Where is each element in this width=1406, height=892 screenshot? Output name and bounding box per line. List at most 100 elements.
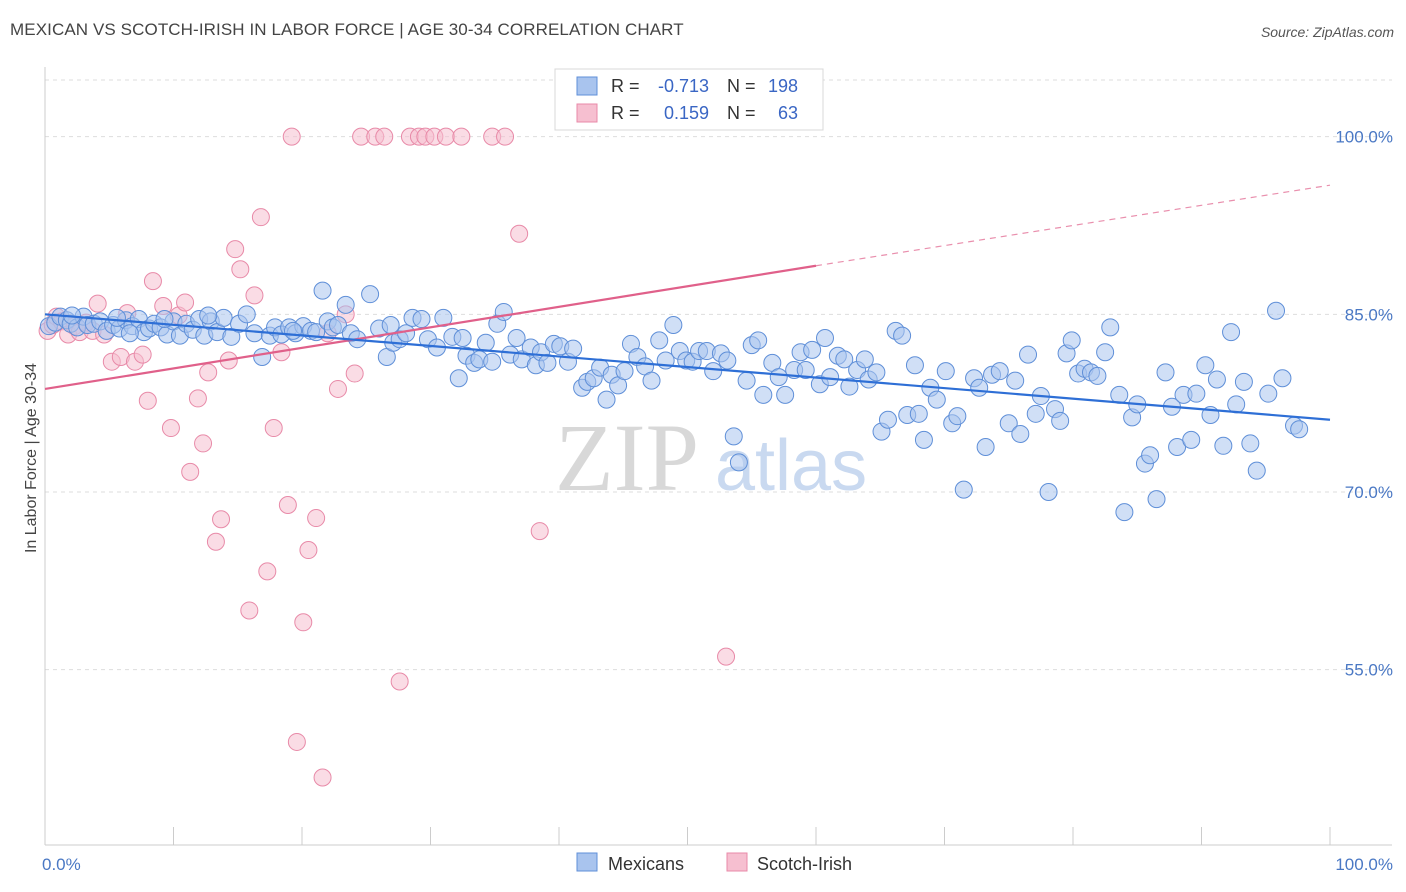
mexican-point [990,362,1009,381]
scotch-irish-point [307,509,326,528]
x-tick-label-max: 100.0% [1335,855,1393,874]
scotch-irish-point [143,272,162,291]
mexican-point [840,377,859,396]
mexican-point [914,430,933,449]
mexican-point [1290,420,1309,439]
mexican-point [1187,384,1206,403]
legend-r-value-1: -0.713 [658,76,709,96]
mexican-point [328,315,347,334]
scotch-irish-point [452,127,471,146]
mexican-point [724,427,743,446]
scotch-irish-point [133,345,152,364]
scotch-irish-point [278,496,297,515]
scotch-irish-point [226,240,245,259]
scotch-irish-point [496,127,515,146]
scotch-irish-point [313,768,332,787]
mexican-point [878,410,897,429]
y-tick-label: 85.0% [1345,305,1393,324]
y-tick-label: 100.0% [1335,128,1393,147]
scotch-irish-point [258,562,277,581]
mexican-point [718,351,737,370]
mexican-point [936,362,955,381]
mexican-point [776,385,795,404]
mexican-point [737,371,756,390]
series-legend: Mexicans Scotch-Irish [576,852,852,874]
mexican-point [905,356,924,375]
mexican-point [729,453,748,472]
scotch-irish-point [299,541,318,560]
bottom-legend-mexicans: Mexicans [608,854,684,874]
mexican-point [1006,371,1025,390]
legend-n-label-2: N = [727,103,756,123]
mexican-point [821,368,840,387]
mexican-point [1101,318,1120,337]
mexican-point [1115,503,1134,522]
mexican-point [1214,436,1233,455]
scotch-irish-point [530,522,549,541]
legend-n-value-1: 198 [768,76,798,96]
mexican-point [642,371,661,390]
mexican-point [1267,301,1286,320]
scotch-irish-point [231,260,250,279]
scotch-irish-point [510,224,529,243]
mexican-point [1026,404,1045,423]
mexican-point [867,363,886,382]
mexican-point [107,308,126,327]
mexican-point [597,390,616,409]
mexicans-points [39,281,1309,522]
mexican-point [361,285,380,304]
legend-swatch-mexicans [576,76,598,96]
mexican-point [1227,395,1246,414]
mexican-point [1196,356,1215,375]
legend-r-value-2: 0.159 [664,103,709,123]
stats-legend: R = -0.713 N = 198 R = 0.159 N = 63 [554,68,824,131]
mexican-point [199,306,218,325]
mexican-point [999,414,1018,433]
mexican-point [803,340,822,359]
mexican-point [412,310,431,329]
mexican-point [615,362,634,381]
mexican-point [909,404,928,423]
scotch-irish-point [212,510,231,529]
mexican-point [769,368,788,387]
mexican-point [214,308,233,327]
legend-swatch-scotch-irish [576,103,598,123]
mexicans-trend-line [44,313,1331,421]
legend-r-label-2: R = [611,103,640,123]
scotch-irish-point [436,127,455,146]
scotch-irish-point [245,286,264,305]
scotch-irish-point [294,613,313,632]
mexican-point [835,350,854,369]
watermark: ZIP atlas [555,404,867,511]
mexican-point [1019,345,1038,364]
mexican-point [1247,461,1266,480]
scotch-irish-point [390,672,409,691]
scotch-irish-point [264,419,283,438]
mexican-point [1088,366,1107,385]
mexican-point [237,305,256,324]
mexican-point [954,480,973,499]
mexican-point [815,329,834,348]
y-tick-label: 70.0% [1345,483,1393,502]
scotch-irish-point [375,127,394,146]
mexican-point [948,407,967,426]
scotch-irish-point [176,293,195,312]
scotch-irish-point [188,389,207,408]
scotch-irish-point [240,601,259,620]
scotch-irish-point [199,363,218,382]
chart-title: MEXICAN VS SCOTCH-IRISH IN LABOR FORCE |… [10,20,684,39]
mexican-point [1273,369,1292,388]
y-tick-label: 55.0% [1345,661,1393,680]
mexican-point [855,350,874,369]
mexican-point [1156,363,1175,382]
mexican-point [1096,343,1115,362]
chart-source: Source: ZipAtlas.com [1260,24,1394,40]
mexican-point [1168,437,1187,456]
mexican-point [284,321,303,340]
legend-n-label-1: N = [727,76,756,96]
mexican-point [893,326,912,345]
mexican-point [1222,323,1241,342]
mexican-point [1062,331,1081,350]
legend-n-value-2: 63 [778,103,798,123]
mexican-point [1259,384,1278,403]
